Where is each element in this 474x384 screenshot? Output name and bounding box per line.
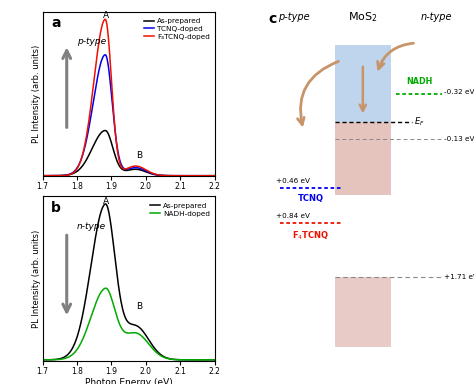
Text: a: a bbox=[51, 17, 61, 30]
Bar bbox=[335, 45, 391, 122]
As-prepared bbox=[212, 174, 218, 178]
Bar bbox=[335, 277, 391, 347]
NADH-doped bbox=[171, 357, 176, 362]
Text: -0.32 eV: -0.32 eV bbox=[444, 89, 474, 95]
Legend: As-prepared, NADH-doped: As-prepared, NADH-doped bbox=[147, 200, 213, 219]
F₄TCNQ-doped bbox=[145, 168, 150, 173]
Bar bbox=[335, 122, 391, 195]
Line: NADH-doped: NADH-doped bbox=[43, 288, 215, 360]
TCNQ-doped bbox=[102, 53, 108, 57]
As-prepared bbox=[145, 170, 150, 175]
Text: -0.13 eV: -0.13 eV bbox=[444, 136, 474, 142]
As-prepared bbox=[188, 174, 194, 178]
TCNQ-doped bbox=[50, 174, 56, 178]
As-prepared bbox=[188, 358, 194, 362]
X-axis label: Photon Energy (eV): Photon Energy (eV) bbox=[85, 378, 173, 384]
F₄TCNQ-doped bbox=[171, 174, 176, 178]
Text: MoS$_2$: MoS$_2$ bbox=[348, 10, 378, 24]
Text: B: B bbox=[136, 302, 142, 311]
Text: A: A bbox=[103, 11, 109, 20]
TCNQ-doped bbox=[150, 171, 155, 176]
As-prepared bbox=[40, 174, 46, 178]
F₄TCNQ-doped bbox=[40, 174, 46, 178]
Text: F$_4$TCNQ: F$_4$TCNQ bbox=[292, 229, 329, 242]
As-prepared bbox=[145, 335, 150, 340]
Text: n-type: n-type bbox=[77, 222, 106, 231]
Text: NADH: NADH bbox=[406, 77, 432, 86]
F₄TCNQ-doped bbox=[102, 17, 108, 22]
Text: p-type: p-type bbox=[278, 12, 310, 22]
NADH-doped bbox=[145, 340, 150, 344]
TCNQ-doped bbox=[212, 174, 218, 178]
Text: B: B bbox=[136, 151, 142, 160]
Line: As-prepared: As-prepared bbox=[43, 204, 215, 360]
NADH-doped bbox=[40, 358, 46, 362]
F₄TCNQ-doped bbox=[150, 171, 155, 175]
As-prepared bbox=[140, 168, 146, 173]
Text: c: c bbox=[268, 12, 276, 26]
As-prepared bbox=[150, 172, 155, 176]
Text: n-type: n-type bbox=[420, 12, 452, 22]
As-prepared bbox=[50, 357, 56, 362]
Text: $E_F$: $E_F$ bbox=[414, 115, 425, 128]
As-prepared bbox=[171, 357, 176, 362]
Text: p-type: p-type bbox=[77, 38, 106, 46]
As-prepared bbox=[40, 358, 46, 362]
NADH-doped bbox=[50, 358, 56, 362]
As-prepared bbox=[50, 174, 56, 178]
Line: TCNQ-doped: TCNQ-doped bbox=[43, 55, 215, 176]
As-prepared bbox=[102, 128, 108, 133]
F₄TCNQ-doped bbox=[50, 174, 56, 178]
F₄TCNQ-doped bbox=[188, 174, 194, 178]
Y-axis label: PL Intensity (arb. units): PL Intensity (arb. units) bbox=[32, 229, 41, 328]
NADH-doped bbox=[212, 358, 218, 362]
TCNQ-doped bbox=[140, 167, 146, 172]
Y-axis label: PL Intensity (arb. units): PL Intensity (arb. units) bbox=[32, 45, 41, 143]
Text: +0.84 eV: +0.84 eV bbox=[276, 213, 310, 219]
TCNQ-doped bbox=[171, 174, 176, 178]
As-prepared bbox=[140, 329, 146, 333]
NADH-doped bbox=[103, 286, 109, 290]
F₄TCNQ-doped bbox=[140, 166, 146, 170]
TCNQ-doped bbox=[145, 169, 150, 174]
Text: A: A bbox=[103, 197, 109, 207]
Line: As-prepared: As-prepared bbox=[43, 131, 215, 176]
F₄TCNQ-doped bbox=[212, 174, 218, 178]
TCNQ-doped bbox=[188, 174, 194, 178]
NADH-doped bbox=[150, 346, 155, 351]
NADH-doped bbox=[140, 335, 146, 339]
Text: +0.46 eV: +0.46 eV bbox=[276, 178, 310, 184]
Text: TCNQ: TCNQ bbox=[297, 194, 323, 203]
As-prepared bbox=[150, 343, 155, 348]
NADH-doped bbox=[188, 358, 194, 362]
As-prepared bbox=[171, 174, 176, 178]
Legend: As-prepared, TCNQ-doped, F₄TCNQ-doped: As-prepared, TCNQ-doped, F₄TCNQ-doped bbox=[141, 15, 213, 43]
Line: F₄TCNQ-doped: F₄TCNQ-doped bbox=[43, 19, 215, 176]
Text: +1.71 eV: +1.71 eV bbox=[444, 274, 474, 280]
Text: b: b bbox=[51, 201, 61, 215]
TCNQ-doped bbox=[40, 174, 46, 178]
As-prepared bbox=[103, 202, 109, 206]
As-prepared bbox=[212, 358, 218, 362]
